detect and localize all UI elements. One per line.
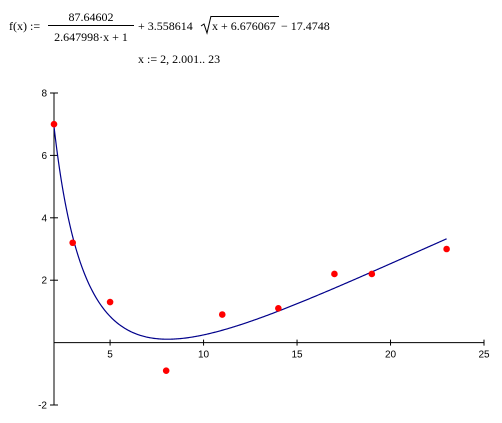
- fitted-curve: [53, 126, 447, 340]
- formula-middle: + 3.558614: [138, 19, 193, 33]
- y-tick-label: 2: [41, 276, 47, 287]
- sqrt-sign: [200, 15, 212, 35]
- data-point: [69, 239, 76, 247]
- radical-overline: [211, 16, 279, 17]
- range-definition: x := 2, 2.001.. 23: [138, 52, 221, 66]
- data-point: [50, 120, 58, 128]
- formula-tail: − 17.4748: [281, 19, 330, 33]
- data-point: [368, 270, 376, 278]
- x-tick-label: 5: [107, 350, 113, 361]
- data-point: [331, 270, 338, 278]
- axes: [53, 93, 484, 405]
- data-points-layer: [50, 120, 450, 374]
- x-tick-label: 25: [478, 350, 490, 361]
- formula-denominator: 2.647998·x + 1: [54, 30, 128, 44]
- y-tick-label: 8: [41, 89, 47, 100]
- x-tick-label: 15: [291, 350, 303, 361]
- data-point: [162, 367, 170, 374]
- axis-ticks: 5 10 15 20 25 -2 2 4 6 8: [38, 89, 490, 412]
- fraction-bar: [48, 25, 134, 26]
- formula-radicand: x + 6.676067: [212, 19, 276, 33]
- data-point: [443, 245, 450, 253]
- x-tick-label: 10: [198, 350, 210, 361]
- data-point: [275, 304, 282, 312]
- y-tick-label: 4: [41, 213, 47, 224]
- data-point: [218, 311, 226, 318]
- formula-lhs: f(x) :=: [9, 19, 41, 33]
- y-tick-label: -2: [38, 401, 47, 412]
- fitted-curve-layer: [53, 126, 447, 340]
- x-tick-label: 20: [385, 350, 397, 361]
- data-point: [106, 298, 114, 306]
- formula-numerator: 87.64602: [68, 10, 114, 24]
- y-tick-label: 6: [41, 151, 47, 162]
